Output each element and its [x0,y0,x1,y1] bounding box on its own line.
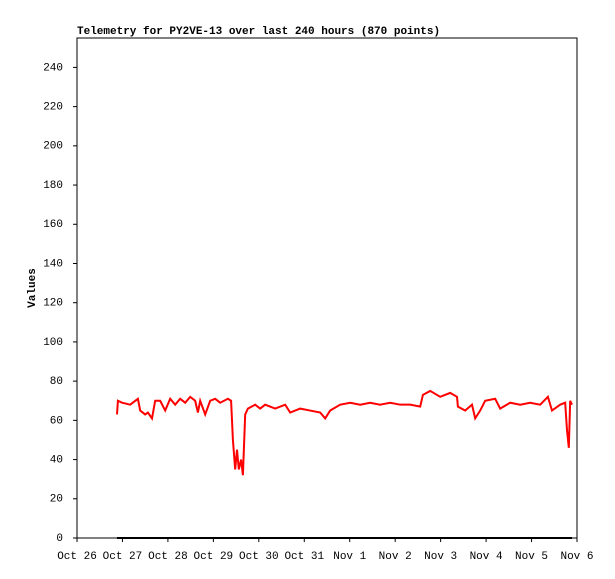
y-tick-label: 20 [50,494,63,506]
x-tick-label: Nov 1 [333,551,366,563]
y-tick-label: 80 [50,376,63,388]
y-tick-label: 200 [43,141,63,153]
y-tick-label: 140 [43,258,63,270]
x-tick-label: Nov 2 [379,551,412,563]
x-tick-label: Nov 4 [470,551,503,563]
x-tick-label: Nov 5 [515,551,548,563]
x-tick-label: Nov 6 [560,551,593,563]
x-tick-label: Oct 31 [284,551,324,563]
data-line [116,389,573,476]
x-tick-label: Oct 27 [103,551,143,563]
x-tick-label: Oct 26 [57,551,97,563]
y-tick-label: 160 [43,219,63,231]
x-tick-label: Oct 29 [194,551,234,563]
y-tick-label: 240 [43,62,63,74]
y-tick-label: 180 [43,180,63,192]
y-tick-label: 100 [43,337,63,349]
x-tick-label: Nov 3 [424,551,457,563]
x-tick-label: Oct 28 [148,551,188,563]
y-tick-label: 0 [56,533,63,545]
y-axis-label: Values [27,268,39,308]
y-tick-label: 120 [43,298,63,310]
y-tick-label: 60 [50,415,63,427]
plot-frame [76,37,578,539]
y-tick-label: 40 [50,454,63,466]
x-tick-label: Oct 30 [239,551,279,563]
chart-title: Telemetry for PY2VE-13 over last 240 hou… [77,26,440,38]
y-tick-label: 220 [43,102,63,114]
